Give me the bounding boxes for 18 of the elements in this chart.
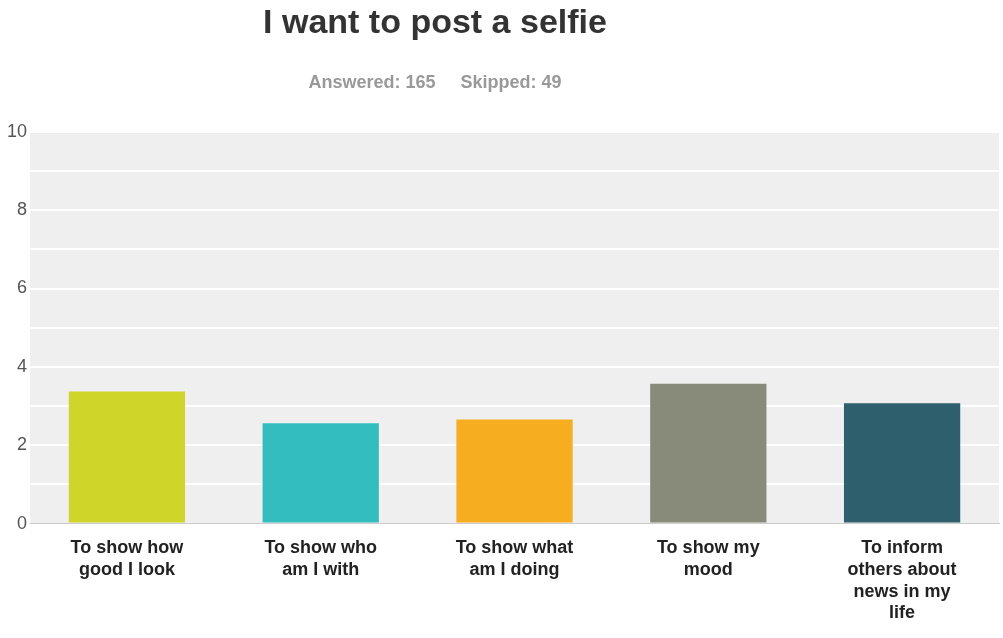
x-tick-label: To show how good I look xyxy=(70,537,185,579)
y-tick-label: 8 xyxy=(17,199,28,220)
bar xyxy=(68,391,186,523)
bar xyxy=(650,383,767,523)
y-tick-label: 2 xyxy=(17,434,28,455)
chart-subtitle: Answered: 165 Skipped: 49 xyxy=(307,72,563,93)
bar xyxy=(456,419,573,523)
y-tick-label: 0 xyxy=(17,512,28,533)
y-tick-label: 10 xyxy=(6,120,28,141)
bar xyxy=(843,403,961,523)
x-tick-label: To show who am I with xyxy=(264,537,378,579)
chart-title: I want to post a selfie xyxy=(262,2,608,41)
y-tick-label: 6 xyxy=(17,277,28,298)
x-tick-label: To show what am I doing xyxy=(455,537,574,579)
x-tick-label: To inform others about news in my life xyxy=(847,537,957,623)
x-tick-label: To show my mood xyxy=(656,537,760,579)
bar xyxy=(262,423,379,523)
y-tick-label: 4 xyxy=(17,355,28,376)
